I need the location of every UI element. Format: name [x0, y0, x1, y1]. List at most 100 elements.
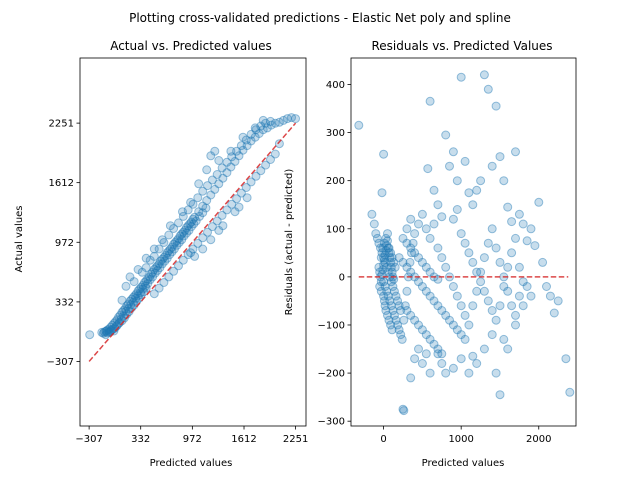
res-point-226 — [383, 229, 392, 239]
res-point-159 — [429, 219, 439, 229]
avp-point-175 — [256, 166, 266, 176]
res-point-132 — [464, 368, 474, 378]
avp-point-179 — [206, 151, 216, 161]
avp-point-47 — [170, 238, 180, 247]
res-point-89 — [437, 349, 447, 359]
avp-point-30 — [143, 274, 153, 284]
avp-point-106 — [155, 263, 165, 273]
res-point-51 — [377, 188, 387, 198]
avp-xtick-label-3: 1612 — [231, 434, 256, 445]
avp-point-45 — [167, 242, 177, 252]
res-point-162 — [441, 262, 451, 272]
avp-point-206 — [234, 202, 244, 212]
avp-point-37 — [154, 259, 164, 269]
res-point-6 — [376, 243, 385, 253]
res-point-134 — [472, 359, 482, 368]
avp-point-5 — [102, 325, 112, 335]
avp-point-63 — [206, 190, 216, 200]
res-point-23 — [379, 296, 389, 306]
res-point-40 — [382, 241, 392, 251]
avp-point-100 — [140, 281, 150, 291]
res-point-209 — [389, 310, 399, 320]
res-ytick-label-2: −100 — [318, 320, 345, 331]
avp-point-99 — [138, 284, 148, 294]
res-point-197 — [507, 248, 517, 258]
avp-point-173 — [246, 177, 256, 187]
res-point-228 — [386, 248, 396, 258]
avp-point-200 — [190, 251, 200, 261]
actual-vs-predicted-reference — [88, 122, 297, 362]
res-point-28 — [386, 320, 396, 330]
avp-point-126 — [141, 263, 151, 273]
avp-point-43 — [164, 246, 174, 256]
res-point-193 — [491, 315, 501, 325]
avp-ytick-label-2: 972 — [55, 238, 74, 249]
avp-point-82 — [282, 114, 292, 124]
avp-point-194 — [141, 253, 151, 263]
res-point-36 — [379, 260, 389, 270]
res-point-5 — [374, 238, 384, 248]
res-point-133 — [468, 351, 478, 361]
avp-point-176 — [261, 160, 271, 170]
res-point-13 — [386, 277, 396, 287]
residuals-panel: Residuals vs. Predicted Values 0 1000 2000… — [284, 39, 577, 469]
avp-point-34 — [149, 265, 159, 274]
avp-point-79 — [270, 118, 280, 128]
avp-point-111 — [167, 247, 177, 257]
res-point-64 — [441, 310, 451, 320]
res-point-88 — [433, 344, 443, 354]
res-point-191 — [483, 296, 493, 306]
avp-ytick-label-3: 1612 — [49, 178, 74, 189]
res-point-165 — [452, 291, 462, 301]
avp-point-81 — [278, 115, 288, 125]
avp-ytick-label-4: 2251 — [49, 119, 74, 130]
avp-point-186 — [165, 221, 175, 231]
res-point-127 — [433, 349, 443, 359]
res-point-124 — [553, 296, 563, 306]
res-point-204 — [382, 286, 392, 296]
res-point-104 — [476, 176, 486, 186]
avp-point-190 — [129, 277, 139, 287]
avp-point-158 — [174, 261, 183, 271]
res-point-227 — [384, 243, 394, 253]
avp-point-160 — [183, 250, 193, 260]
res-point-199 — [514, 262, 524, 272]
res-ytick-label-4: 100 — [326, 224, 345, 235]
avp-point-114 — [174, 238, 184, 247]
avp-point-21 — [128, 292, 138, 302]
res-point-42 — [383, 243, 393, 253]
avp-point-98 — [136, 288, 145, 298]
res-point-55 — [406, 267, 416, 277]
res-point-17 — [393, 296, 403, 306]
res-point-221 — [408, 238, 418, 248]
avp-point-50 — [175, 231, 185, 241]
avp-point-146 — [236, 141, 246, 151]
res-point-53 — [398, 257, 408, 267]
res-point-126 — [565, 387, 575, 397]
avp-point-166 — [212, 216, 222, 226]
res-point-45 — [386, 257, 396, 267]
res-point-181 — [514, 291, 524, 301]
res-point-153 — [406, 214, 416, 224]
res-point-154 — [410, 229, 420, 239]
avp-ytick-label-1: 332 — [55, 297, 74, 308]
avp-point-134 — [178, 211, 188, 221]
avp-point-219 — [119, 313, 129, 323]
res-point-97 — [448, 147, 458, 157]
avp-point-142 — [217, 163, 227, 173]
res-point-67 — [452, 325, 462, 335]
res-point-76 — [421, 262, 431, 272]
avp-point-80 — [274, 117, 284, 127]
avp-point-25 — [135, 284, 145, 294]
avp-point-140 — [207, 175, 217, 185]
avp-xtick-label-4: 2251 — [283, 434, 308, 445]
avp-point-183 — [226, 146, 236, 156]
avp-point-75 — [254, 129, 264, 138]
res-point-173 — [483, 238, 493, 248]
res-point-85 — [421, 330, 431, 340]
res-point-69 — [460, 334, 470, 344]
avp-point-69 — [230, 156, 240, 166]
res-point-68 — [456, 330, 466, 340]
res-point-50 — [379, 149, 389, 159]
avp-point-108 — [160, 256, 170, 266]
